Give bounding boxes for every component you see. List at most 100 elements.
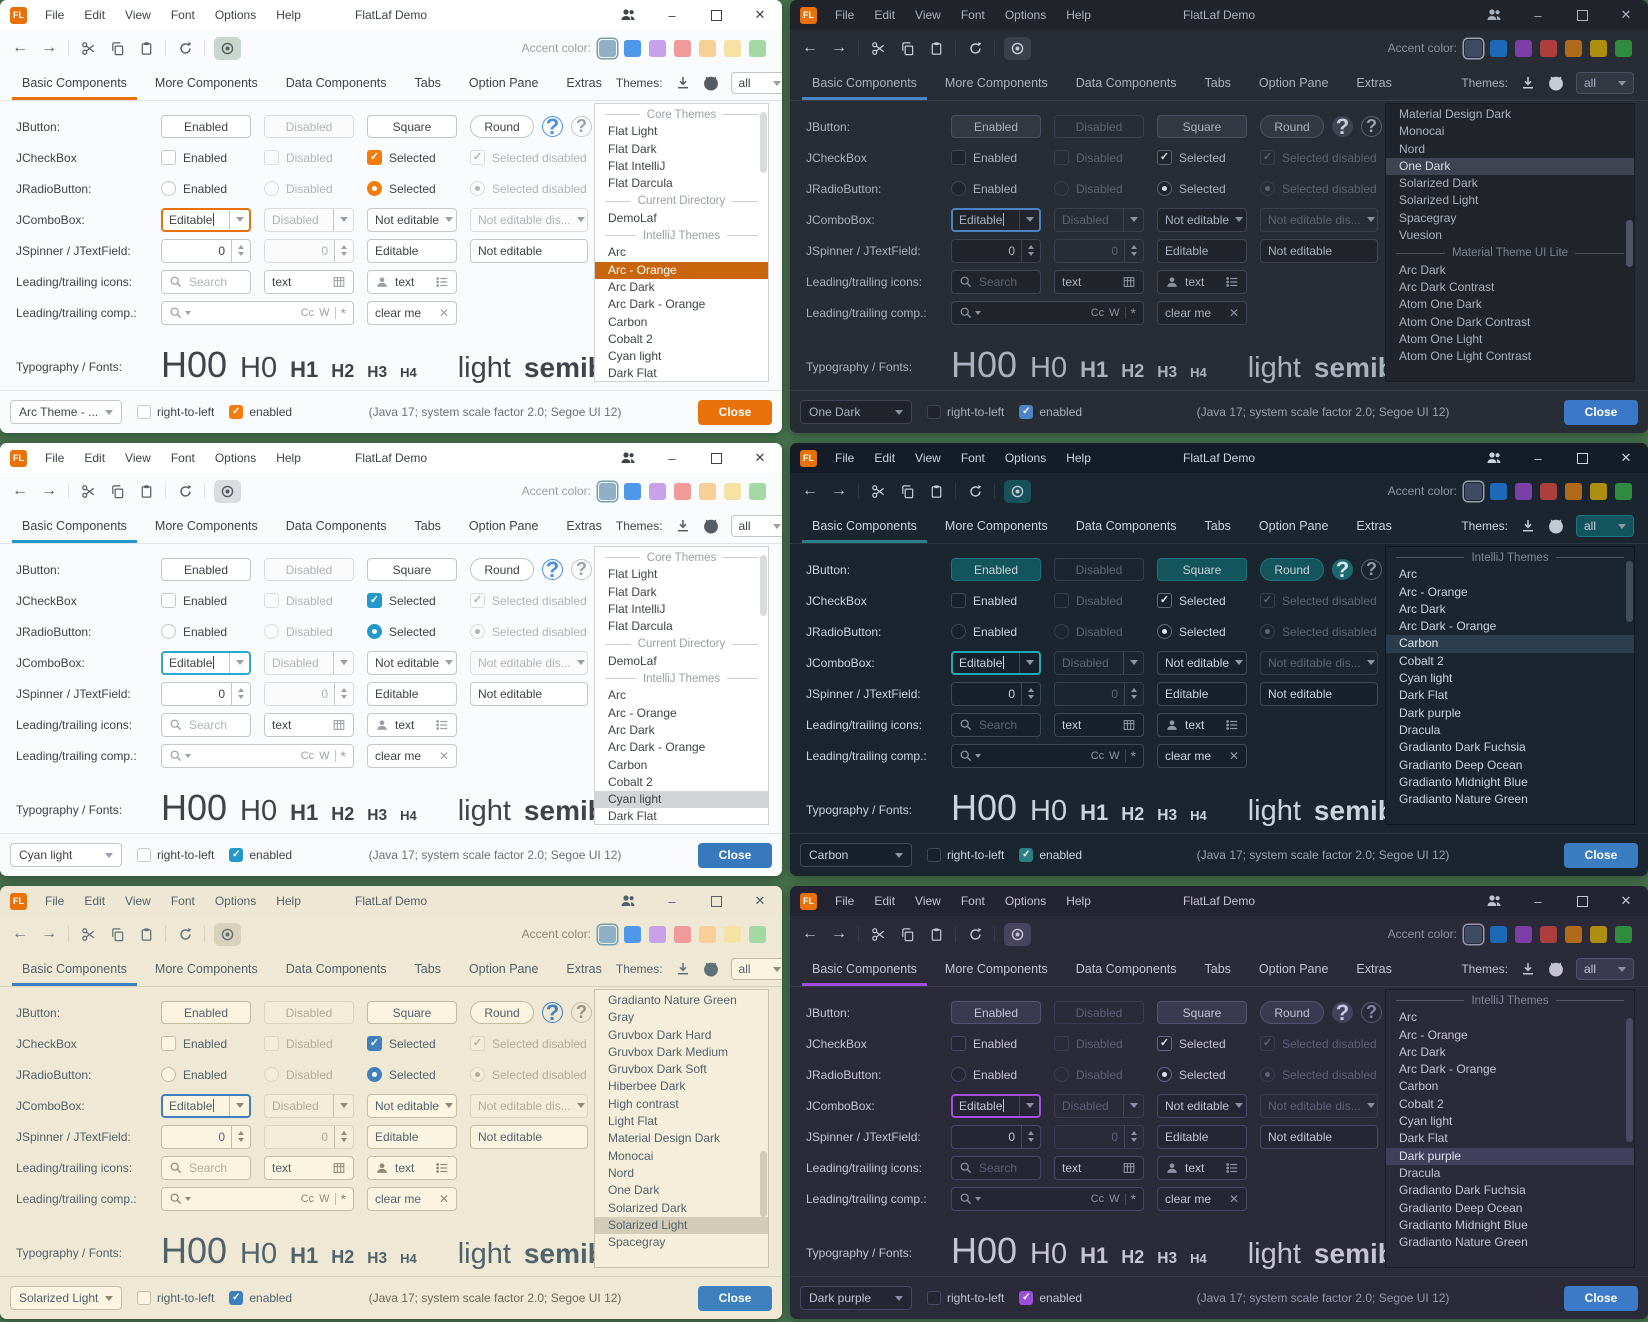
enabled-button[interactable]: Enabled [951,115,1041,138]
theme-list-scrollbar[interactable] [1625,104,1634,381]
enabled-button[interactable]: Enabled [161,115,251,138]
theme-item-carbon[interactable]: Carbon [608,757,648,772]
inspect-toggle[interactable] [1004,36,1031,60]
cut-icon[interactable] [868,924,888,944]
search-field[interactable]: Search [161,269,251,294]
accent-swatch-5[interactable] [1565,39,1582,57]
tab-extras[interactable]: Extras [566,962,602,976]
theme-item-cyan-light[interactable]: Cyan light [1399,1114,1453,1129]
spinner-down-icon[interactable] [1028,1138,1034,1142]
menu-font[interactable]: Font [170,8,195,22]
tab-more-components[interactable]: More Components [154,76,258,90]
help-icon[interactable]: ? [1332,557,1353,582]
forward-icon[interactable]: → [41,925,57,942]
theme-item-gradianto-dark-fuchsia[interactable]: Gradianto Dark Fuchsia [1399,1183,1526,1198]
combobox-editable[interactable]: Editable [161,1093,251,1118]
theme-item-demolaf[interactable]: DemoLaf [608,210,657,225]
theme-item-hiberbee-dark[interactable]: Hiberbee Dark [608,1079,686,1094]
theme-select[interactable]: Solarized Light [10,1286,122,1310]
theme-item-dark-flat[interactable]: Dark Flat [1399,1131,1448,1146]
textfield-editable[interactable]: Editable [1157,681,1247,706]
theme-list-scrollbar-thumb[interactable] [760,112,767,174]
accent-swatch-6[interactable] [1590,39,1607,57]
refresh-icon[interactable] [175,924,195,944]
menu-edit[interactable]: Edit [874,894,896,908]
spinner-arrows[interactable] [231,1125,244,1148]
download-icon[interactable] [675,75,691,91]
cut-icon[interactable] [78,924,98,944]
combobox-editable[interactable]: Editable [951,650,1041,675]
right-to-left-checkbox[interactable]: right-to-left [927,1291,1004,1305]
theme-item-one-dark[interactable]: One Dark [608,1183,660,1198]
spinner-down-icon[interactable] [238,252,244,256]
tab-basic-components[interactable]: Basic Components [798,66,931,100]
theme-item-atom-one-light-contrast[interactable]: Atom One Light Contrast [1399,349,1532,364]
right-to-left-checkbox[interactable]: right-to-left [927,405,1004,419]
menu-options[interactable]: Options [214,8,257,22]
theme-item-cobalt-2[interactable]: Cobalt 2 [608,331,653,346]
inspect-toggle[interactable] [1004,479,1031,503]
spinner-down-icon[interactable] [238,695,244,699]
theme-item-arc-dark-orange[interactable]: Arc Dark - Orange [608,297,706,312]
tab-basic-components[interactable]: Basic Components [8,509,141,543]
accent-swatch-3[interactable] [1515,482,1532,500]
users-icon[interactable] [606,443,650,473]
tab-more-components[interactable]: More Components [944,962,1048,976]
spinner[interactable]: 0 [951,681,1041,706]
forward-icon[interactable]: → [41,482,57,499]
forward-icon[interactable]: → [831,482,847,499]
theme-item-flat-darcula[interactable]: Flat Darcula [608,176,673,191]
theme-item-dark-flat[interactable]: Dark Flat [1399,688,1448,703]
theme-list-scrollbar[interactable] [759,990,768,1267]
accent-swatch-7[interactable] [1615,39,1632,57]
theme-item-high-contrast[interactable]: High contrast [608,1096,679,1111]
tab-option-pane[interactable]: Option Pane [1258,962,1329,976]
list-icon[interactable] [435,275,449,289]
menu-help[interactable]: Help [1066,451,1091,465]
close-window-button[interactable]: ✕ [1620,450,1632,465]
back-icon[interactable]: ← [12,925,28,942]
spinner-up-icon[interactable] [1028,245,1034,249]
spinner-arrows[interactable] [231,239,244,262]
maximize-button[interactable] [694,0,738,30]
theme-item-arc[interactable]: Arc [1399,1010,1417,1025]
spinner[interactable]: 0 [161,238,251,263]
theme-list-scrollbar-thumb[interactable] [1626,220,1633,268]
theme-select[interactable]: Carbon [800,843,912,867]
right-to-left-checkbox[interactable]: right-to-left [137,1291,214,1305]
clear-me-field[interactable]: clear me ✕ [1157,300,1247,325]
search-field-with-options[interactable]: Cc W * [161,1186,354,1211]
close-button[interactable]: Close [698,1285,772,1311]
clear-icon[interactable]: ✕ [1228,1191,1239,1206]
combobox-editable[interactable]: Editable [161,207,251,232]
theme-item-solarized-light[interactable]: Solarized Light [595,1216,768,1235]
close-window-button[interactable]: ✕ [1620,893,1632,908]
checkbox-enabled[interactable] [951,1036,966,1051]
radio-selected[interactable] [1157,181,1172,196]
theme-item-arc-dark-orange[interactable]: Arc Dark - Orange [608,740,706,755]
right-to-left-checkbox[interactable]: right-to-left [137,405,214,419]
theme-item-nord[interactable]: Nord [608,1165,635,1180]
search-field[interactable]: Search [161,712,251,737]
enabled-checkbox[interactable]: enabled [1019,405,1082,419]
accent-swatch-7[interactable] [749,482,766,500]
theme-item-gradianto-nature-green[interactable]: Gradianto Nature Green [1399,792,1528,807]
theme-filter-select[interactable]: all [1576,958,1634,980]
theme-item-material-design-dark[interactable]: Material Design Dark [1399,107,1512,121]
whole-word-toggle[interactable]: W [319,1192,330,1205]
radio-enabled[interactable] [161,1067,176,1082]
text-field-user-list[interactable]: text [1157,269,1247,294]
menu-file[interactable]: File [45,8,65,22]
theme-item-cobalt-2[interactable]: Cobalt 2 [1399,653,1444,668]
theme-item-one-dark[interactable]: One Dark [1386,157,1634,176]
whole-word-toggle[interactable]: W [319,749,330,762]
radio-selected[interactable] [1157,624,1172,639]
theme-item-arc-dark[interactable]: Arc Dark [1399,601,1446,616]
spinner[interactable]: 0 [951,1124,1041,1149]
github-icon[interactable] [1548,518,1564,534]
cut-icon[interactable] [868,481,888,501]
textfield-editable[interactable]: Editable [367,238,457,263]
theme-item-solarized-light[interactable]: Solarized Light [1399,193,1479,208]
radio-enabled[interactable] [951,181,966,196]
download-icon[interactable] [1520,75,1536,91]
